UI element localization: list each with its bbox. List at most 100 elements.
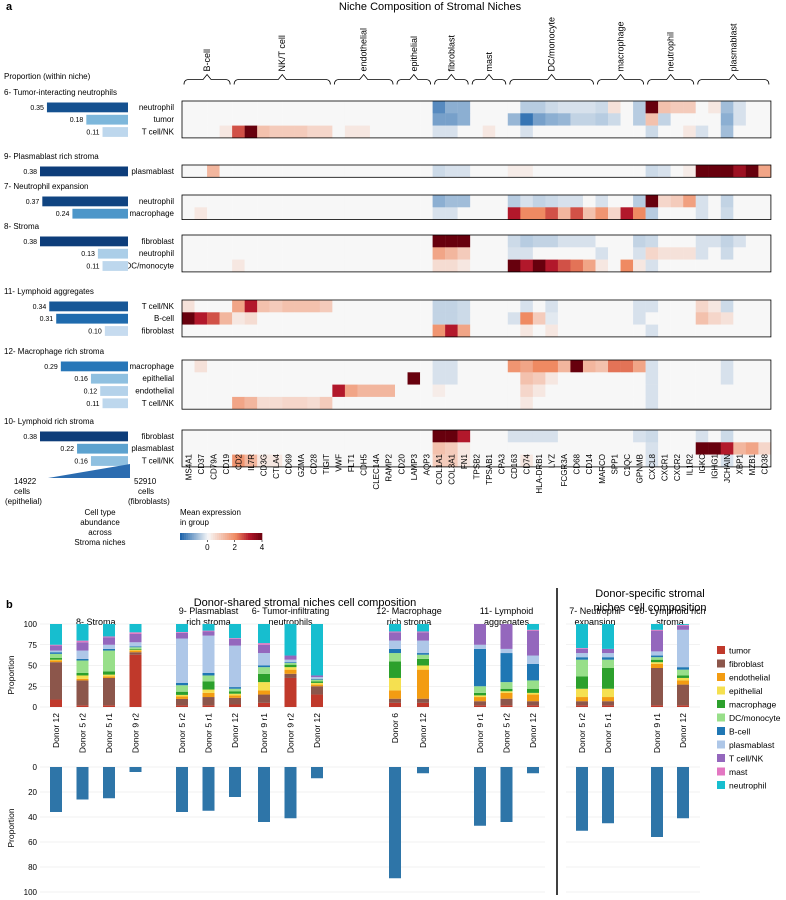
heatmap-cell (758, 207, 772, 220)
heatmap-cell (620, 384, 634, 398)
stack-segment (602, 667, 614, 689)
heatmap-cell (269, 125, 283, 139)
gene-label: CXCR2 (673, 453, 682, 481)
heatmap-cell (557, 312, 571, 325)
heatmap-cell (244, 259, 258, 273)
stack-segment (176, 691, 188, 695)
heatmap-cell (495, 195, 508, 208)
heatmap-cell (319, 259, 333, 273)
stack-segment (103, 636, 115, 638)
heatmap-cell (382, 324, 396, 338)
heatmap-cell (532, 125, 546, 139)
heatmap-cell (470, 125, 483, 139)
stack-segment (474, 624, 486, 645)
heatmap-cell (395, 360, 408, 373)
heatmap-cell (332, 442, 346, 455)
heatmap-cell (470, 259, 483, 273)
heatmap-cell (457, 324, 471, 338)
heatmap-cell (645, 247, 659, 260)
heatmap-cell (407, 396, 421, 410)
stack-segment (417, 654, 429, 659)
heatmap-cell (745, 384, 759, 398)
heatmap-cell (282, 247, 295, 260)
stack-segment (474, 648, 486, 687)
heatmap-cell (382, 207, 396, 220)
heatmap-cell (432, 430, 446, 443)
heatmap-cell (432, 324, 446, 338)
heatmap-cell (282, 113, 295, 126)
stack-segment (602, 648, 614, 654)
heatmap-cell (708, 324, 721, 338)
donor-label: Donor 5 r2 (177, 713, 187, 753)
heatmap-cell (445, 360, 458, 373)
heatmap-cell (432, 235, 446, 248)
heatmap-cell (357, 165, 371, 178)
heatmap-cell (683, 396, 696, 410)
heatmap-cell (332, 300, 346, 313)
heatmap-cell (445, 454, 458, 468)
gene-group-label: NK/T cell (277, 35, 287, 71)
heatmap-cell (269, 324, 283, 338)
heatmap-cell (695, 101, 709, 114)
heatmap-cell (445, 324, 458, 338)
heatmap-cell (545, 113, 559, 126)
gene-label: CD74 (523, 453, 532, 474)
abundance-min-count: 14922 (14, 477, 37, 486)
heatmap-cell (708, 442, 721, 455)
heatmap-cell (294, 396, 308, 410)
gene-group-brackets: B-cell NK/T cell endothelial epithelial fibr… (183, 17, 770, 85)
total-bar (602, 767, 614, 824)
heatmap-cell (620, 207, 634, 220)
heatmap-cell (683, 442, 696, 455)
heatmap-cell (232, 384, 245, 398)
heatmap-cell (319, 101, 333, 114)
gene-group-label: B-cell (202, 49, 212, 72)
gene-group-bracket (697, 73, 770, 85)
heatmap-cell (207, 442, 220, 455)
heatmap-cell (532, 113, 546, 126)
stack-segment (103, 637, 115, 645)
gene-label: FCGR3A (560, 453, 569, 486)
heatmap-cell (319, 384, 333, 398)
heatmap-cell (232, 165, 245, 178)
stack-segment (677, 625, 689, 630)
heatmap-cell (720, 442, 734, 455)
stack-segment (176, 696, 188, 699)
heatmap-cell (570, 360, 584, 373)
heatmap-cell (507, 372, 521, 385)
heatmap-cell (545, 247, 559, 260)
stack-segment (129, 646, 142, 648)
row-label: endothelial (135, 386, 174, 395)
heatmap-cell (257, 396, 270, 410)
heatmap-cell (545, 165, 559, 178)
heatmap-cell (232, 454, 245, 468)
colorbar-segment (223, 533, 226, 540)
heatmap-cell (745, 165, 759, 178)
stack-segment (576, 657, 588, 660)
heatmap-cell (307, 372, 321, 385)
heatmap-cell (445, 259, 458, 273)
niche-title: 9- Plasmablast rich stroma (4, 152, 99, 161)
heatmap-cell (445, 300, 458, 313)
heatmap-cell (194, 442, 208, 455)
heatmap-cell (683, 430, 696, 443)
donor-label: Donor 9 r1 (475, 713, 485, 753)
heatmap-cell (219, 372, 233, 385)
heatmap-cell (720, 324, 734, 338)
heatmap-cell (708, 165, 721, 178)
abundance-caption-3: across (88, 528, 112, 537)
heatmap-cell (557, 430, 571, 443)
heatmap-cell (683, 207, 696, 220)
colorbar-segment (216, 533, 220, 540)
gene-label: CD37 (197, 453, 206, 474)
heatmap-cell (720, 125, 734, 139)
heatmap-cell (257, 300, 270, 313)
stack-segment (417, 698, 429, 703)
stack-segment (50, 658, 62, 660)
heatmap-cell (557, 372, 571, 385)
group-title: 7- Neutrophil (569, 606, 621, 616)
heatmap-cell (244, 454, 258, 468)
panel-b-specific-title-1: Donor-specific stromal (595, 588, 704, 600)
heatmap-cell (495, 454, 508, 468)
proportion-value: 0.13 (81, 251, 95, 258)
